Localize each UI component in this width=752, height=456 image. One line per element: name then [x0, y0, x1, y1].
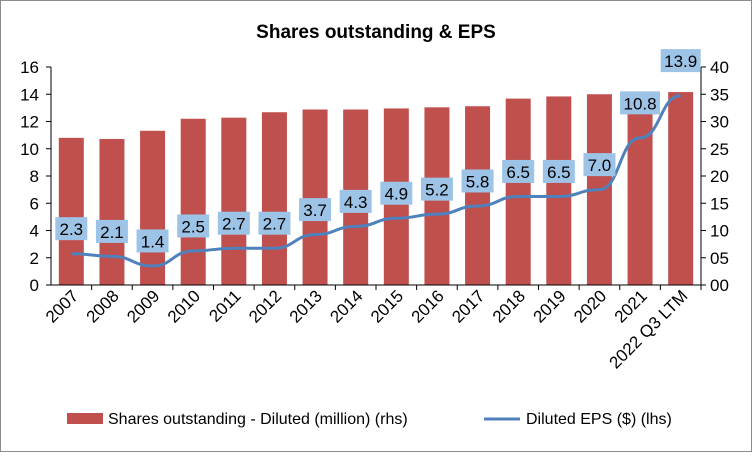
- y-right-tick-label: 40: [710, 58, 729, 77]
- chart-title: Shares outstanding & EPS: [256, 22, 496, 43]
- x-tick-label: 2009: [123, 286, 163, 326]
- data-label: 10.8: [624, 94, 657, 113]
- x-tick-label: 2019: [529, 286, 569, 326]
- x-tick-label: 2015: [367, 286, 407, 326]
- legend-label-eps: Diluted EPS ($) (lhs): [526, 411, 672, 428]
- y-left-tick-label: 12: [20, 113, 39, 132]
- x-tick-label: 2012: [245, 286, 285, 326]
- y-left-tick-label: 8: [30, 167, 39, 186]
- data-label: 2.7: [222, 215, 246, 234]
- bar-2012: [261, 112, 287, 285]
- data-label-box: [420, 177, 453, 201]
- data-label-box: [299, 198, 332, 222]
- y-left-tick-label: 16: [20, 58, 39, 77]
- x-tick-label: 2011: [205, 286, 244, 325]
- y-right-tick-label: 25: [710, 140, 729, 159]
- bar-2019: [546, 96, 572, 286]
- x-tick-label: 2013: [286, 286, 326, 326]
- bar-2013: [302, 109, 328, 285]
- y-right-tick-label: 00: [710, 276, 729, 295]
- x-tick-label: 2020: [570, 286, 610, 326]
- bar-2010: [180, 118, 206, 286]
- bar-2018: [505, 98, 531, 285]
- data-label-box: [461, 169, 494, 193]
- legend: Shares outstanding - Diluted (million) (…: [67, 411, 672, 428]
- data-label: 1.4: [141, 232, 165, 251]
- data-label: 5.8: [466, 172, 490, 191]
- data-label-box: [502, 159, 535, 183]
- y-right-tick-label: 10: [710, 222, 729, 241]
- data-label-box: [660, 49, 701, 73]
- data-label: 5.2: [425, 181, 449, 200]
- data-label-box: [339, 189, 372, 213]
- data-label-box: [95, 219, 128, 243]
- bar-2008: [99, 138, 125, 285]
- x-tick-label: 2014: [326, 286, 366, 326]
- bar-2021: [627, 92, 653, 286]
- bar-2017: [465, 106, 491, 286]
- bar-2011: [221, 117, 247, 285]
- data-label-box: [258, 211, 291, 235]
- data-label: 6.5: [506, 163, 530, 182]
- bar-2009: [140, 130, 166, 285]
- data-label-box: [542, 159, 575, 183]
- y-left-tick-label: 6: [30, 194, 39, 213]
- legend-swatch-shares: [67, 413, 103, 424]
- data-label: 2.5: [181, 217, 205, 236]
- data-label-box: [380, 181, 413, 205]
- x-tick-label: 2016: [408, 286, 448, 326]
- x-tick-label: 2007: [42, 286, 82, 326]
- data-label: 6.5: [547, 163, 571, 182]
- x-tick-label: 2010: [164, 286, 204, 326]
- data-labels: 2.3 2.1 1.4 2.5 2.7 2.7 3.7 4.3 4.9 5.2 5.8 6.5 6.5 7…: [55, 49, 701, 253]
- x-tick-label: 2008: [83, 286, 123, 326]
- data-label-box: [583, 153, 616, 177]
- data-label: 4.3: [344, 193, 368, 212]
- y-left-tick-label: 0: [30, 276, 39, 295]
- data-label: 4.9: [384, 185, 408, 204]
- data-label: 13.9: [664, 52, 697, 71]
- bar-2007: [58, 137, 84, 285]
- data-label: 2.3: [59, 220, 83, 239]
- y-right-tick-label: 15: [710, 194, 729, 213]
- y-right-tick-label: 30: [710, 113, 729, 132]
- data-label: 2.7: [263, 215, 287, 234]
- y-left-tick-label: 4: [30, 222, 39, 241]
- data-label: 2.1: [100, 223, 124, 242]
- y-left-tick-label: 10: [20, 140, 39, 159]
- data-label: 3.7: [303, 201, 327, 220]
- y-left-tick-label: 2: [30, 249, 39, 268]
- y-right-tick-label: 05: [710, 249, 729, 268]
- line-series: [71, 94, 681, 268]
- data-label-box: [55, 217, 88, 241]
- eps-line: [71, 94, 681, 268]
- y-left-tick-label: 14: [20, 85, 39, 104]
- data-label-box: [177, 214, 210, 238]
- data-label-box: [136, 229, 169, 253]
- y-right-tick-label: 20: [710, 167, 729, 186]
- bar-2022-q3-ltm: [668, 92, 694, 285]
- x-tick-label: 2017: [448, 286, 488, 326]
- data-label-box: [217, 211, 250, 235]
- data-label-box: [620, 91, 661, 115]
- data-label: 7.0: [588, 156, 612, 175]
- x-tick-label: 2018: [489, 286, 529, 326]
- legend-label-shares: Shares outstanding - Diluted (million) (…: [108, 411, 408, 428]
- y-right-tick-label: 35: [710, 85, 729, 104]
